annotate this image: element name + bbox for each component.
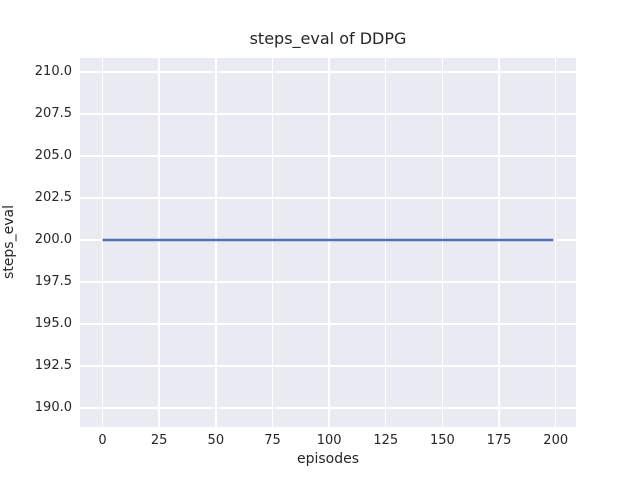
data-line-layer [102,238,554,242]
gridline-horizontal [80,155,576,157]
x-tick-label: 75 [264,433,281,448]
gridline-vertical [385,58,387,427]
y-tick-label: 197.5 [34,273,72,289]
gridline-horizontal [80,71,576,73]
y-tick-label: 192.5 [34,358,72,373]
gridline-vertical [555,58,557,427]
y-tick-label: 200.0 [34,231,72,247]
y-tick-label: 202.5 [34,189,72,205]
x-tick-label: 25 [150,433,168,448]
chart-title: steps_eval of DDPG [249,29,407,48]
gridline-vertical [498,58,500,427]
y-tick-label: 190.0 [34,400,72,415]
gridline-vertical [158,58,160,427]
gridline-horizontal [80,365,576,367]
gridline-vertical [441,58,444,427]
gridline-horizontal [80,281,576,283]
gridline-horizontal [80,407,576,409]
x-tick-label: 0 [98,433,107,448]
gridline-horizontal [80,113,576,115]
plot-area [80,58,576,427]
y-tick-label: 205.0 [34,147,72,163]
gridline-vertical [215,58,217,427]
x-tick-label: 100 [316,433,342,448]
y-tick-label: 210.0 [34,63,72,79]
y-tick-label: 195.0 [34,315,72,331]
x-tick-label: 150 [430,433,455,448]
x-tick-label: 50 [207,433,225,448]
y-tick-label: 207.5 [34,105,72,121]
x-tick-label: 175 [486,433,512,448]
gridline-horizontal [80,197,576,199]
gridline-vertical [328,58,330,427]
x-tick-label: 200 [543,433,569,448]
gridline-vertical [271,58,274,427]
gridline-horizontal [80,323,576,325]
x-tick-label: 125 [373,433,399,448]
gridline-vertical [101,58,104,427]
x-axis-label: episodes [296,451,360,467]
